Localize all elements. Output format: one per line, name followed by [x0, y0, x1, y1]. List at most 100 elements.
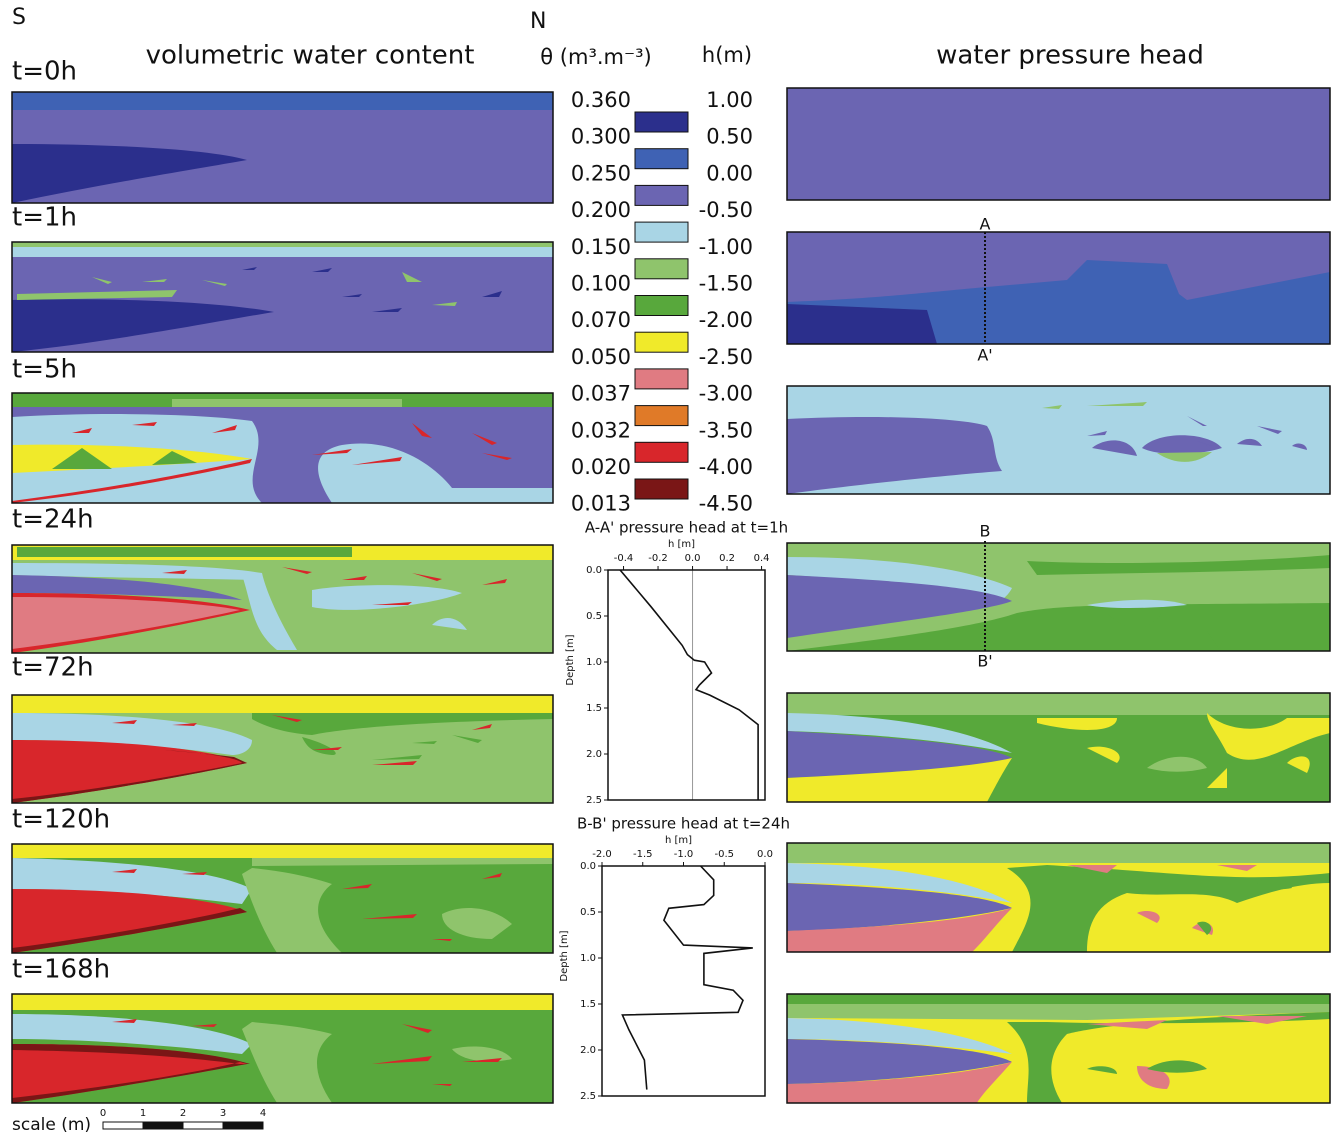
pressure-panel [786, 993, 1331, 1104]
scale-label: scale (m) [12, 1115, 91, 1135]
section-label: B' [977, 652, 992, 671]
h-label: -3.00 [699, 382, 753, 406]
y-tick-label: 0.5 [586, 611, 602, 622]
x-tick-label: -1.5 [633, 849, 653, 860]
left-title: volumetric water content [146, 41, 475, 71]
y-tick-label: 1.5 [586, 703, 602, 714]
time-label: t=120h [12, 805, 110, 835]
theta-label: 0.070 [571, 308, 631, 332]
theta-panel [11, 544, 554, 654]
theta-label: 0.050 [571, 345, 631, 369]
y-tick-label: 0.0 [580, 861, 596, 872]
profile-line [619, 569, 759, 800]
theta-label: 0.250 [571, 161, 631, 185]
theta-label: 0.200 [571, 198, 631, 222]
x-tick-label: 0.0 [685, 553, 701, 564]
h-label: -1.50 [699, 272, 753, 296]
section-label: A [980, 215, 991, 234]
theta-title: θ (m³.m⁻³) [540, 45, 651, 69]
y-tick-label: 2.0 [586, 749, 602, 760]
theta-label: 0.013 [571, 492, 631, 516]
x-tick-label: -0.2 [648, 553, 668, 564]
plot-frame [607, 569, 766, 801]
theta-label: 0.150 [571, 235, 631, 259]
section-label: A' [977, 346, 992, 365]
section-label: B [980, 522, 991, 541]
theta-panel [11, 993, 554, 1104]
time-label: t=24h [12, 505, 94, 535]
legend-swatch [634, 441, 689, 463]
theta-label: 0.360 [571, 88, 631, 112]
theta-panel [11, 91, 554, 204]
time-label: t=72h [12, 653, 94, 683]
y-tick-label: 2.5 [586, 795, 602, 806]
h-label: -0.50 [699, 198, 753, 222]
h-label: -4.50 [699, 492, 753, 516]
right-title: water pressure head [936, 41, 1204, 71]
scale-tick: 3 [220, 1108, 226, 1119]
theta-label: 0.020 [571, 455, 631, 479]
scale-tick: 4 [260, 1108, 266, 1119]
y-axis-label: Depth [m] [565, 634, 576, 685]
scale-tick: 0 [100, 1108, 106, 1119]
x-axis-label: h [m] [665, 835, 692, 846]
legend-swatch [634, 478, 689, 500]
h-label: 1.00 [706, 88, 753, 112]
plot-frame [601, 865, 766, 1097]
y-tick-label: 1.5 [580, 999, 596, 1010]
pressure-panel [786, 385, 1331, 495]
h-label: -3.50 [699, 418, 753, 442]
theta-label: 0.100 [571, 272, 631, 296]
legend-swatch [634, 221, 689, 243]
h-label: -4.00 [699, 455, 753, 479]
y-axis-label: Depth [m] [559, 930, 570, 981]
scale-bar [102, 1121, 264, 1130]
time-label: t=0h [12, 57, 77, 87]
h-label: 0.00 [706, 161, 753, 185]
y-tick-label: 2.5 [580, 1091, 596, 1102]
legend-swatch [634, 368, 689, 390]
x-tick-label: -1.0 [674, 849, 694, 860]
legend-swatch [634, 111, 689, 133]
chart-title: B-B' pressure head at t=24h [577, 815, 790, 833]
scale-tick: 2 [180, 1108, 186, 1119]
y-tick-label: 1.0 [586, 657, 602, 668]
legend-swatch [634, 148, 689, 170]
theta-panel [11, 694, 554, 804]
pressure-panel [786, 87, 1331, 201]
x-tick-label: 0.4 [754, 553, 770, 564]
time-label: t=168h [12, 955, 110, 985]
y-tick-label: 0.5 [580, 907, 596, 918]
theta-label: 0.032 [571, 418, 631, 442]
h-label: -1.00 [699, 235, 753, 259]
legend-swatch [634, 184, 689, 206]
theta-panel [11, 843, 554, 954]
theta-label: 0.300 [571, 125, 631, 149]
south-label: S [12, 5, 26, 30]
h-label: -2.00 [699, 308, 753, 332]
theta-panel [11, 241, 554, 353]
x-tick-label: 0.2 [719, 553, 735, 564]
legend-swatch [634, 258, 689, 280]
y-tick-label: 0.0 [586, 565, 602, 576]
x-tick-label: -0.4 [614, 553, 634, 564]
north-label: N [530, 9, 546, 34]
h-label: 0.50 [706, 125, 753, 149]
time-label: t=1h [12, 203, 77, 233]
h-label: -2.50 [699, 345, 753, 369]
theta-panel [11, 392, 554, 504]
x-tick-label: -2.0 [592, 849, 612, 860]
chart-title: A-A' pressure head at t=1h [585, 519, 788, 537]
time-label: t=5h [12, 355, 77, 385]
x-axis-label: h [m] [668, 539, 695, 550]
pressure-panel [786, 541, 1331, 652]
pressure-panel [786, 231, 1331, 345]
pressure-panel [786, 842, 1331, 953]
x-tick-label: -0.5 [714, 849, 734, 860]
x-tick-label: 0.0 [757, 849, 773, 860]
y-tick-label: 1.0 [580, 953, 596, 964]
y-tick-label: 2.0 [580, 1045, 596, 1056]
h-title: h(m) [702, 43, 752, 67]
legend-swatch [634, 295, 689, 316]
